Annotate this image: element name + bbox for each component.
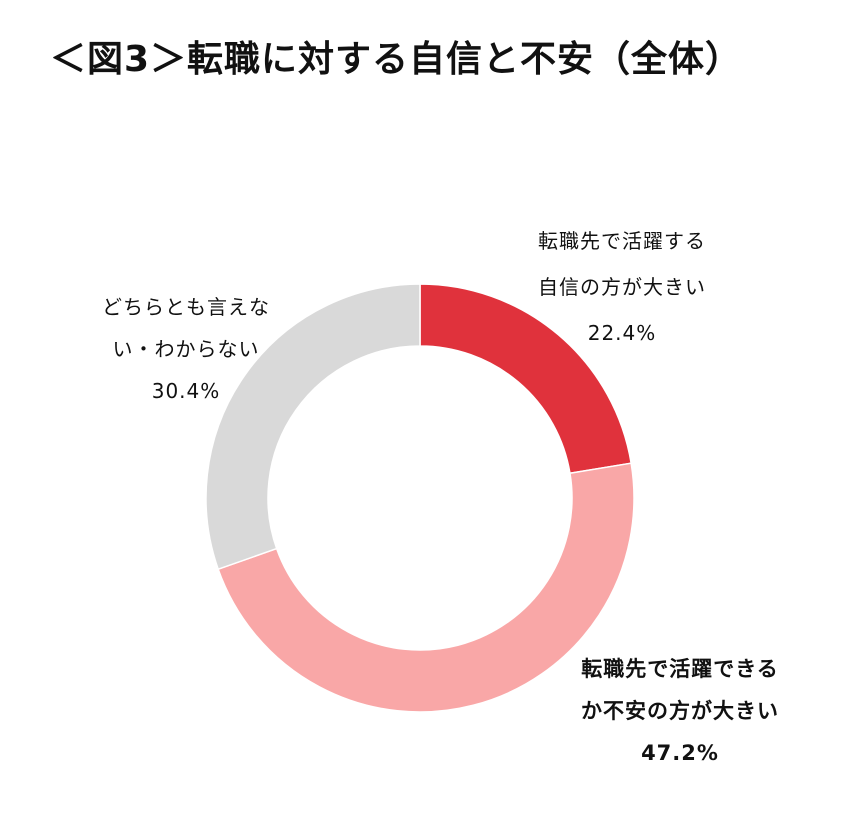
slice-category-label: どちらとも言えな (102, 295, 270, 319)
donut-slice (217, 462, 635, 713)
slice-value-label: 30.4% (152, 379, 221, 403)
slice-category-label: 転職先で活躍できる (581, 657, 779, 681)
chart-title: ＜図3＞転職に対する自信と不安（全体） (50, 39, 743, 80)
donut-slice (205, 283, 421, 571)
slice-value-label: 22.4% (588, 321, 657, 345)
slice-category-label: 自信の方が大きい (538, 275, 706, 299)
slice-category-label: か不安の方が大きい (581, 699, 779, 723)
slice-category-label: い・わからない (113, 337, 260, 361)
slice-category-label: 転職先で活躍する (538, 229, 706, 253)
donut-slice (419, 283, 633, 475)
slice-value-label: 47.2% (641, 741, 719, 765)
donut-slices (205, 283, 635, 713)
